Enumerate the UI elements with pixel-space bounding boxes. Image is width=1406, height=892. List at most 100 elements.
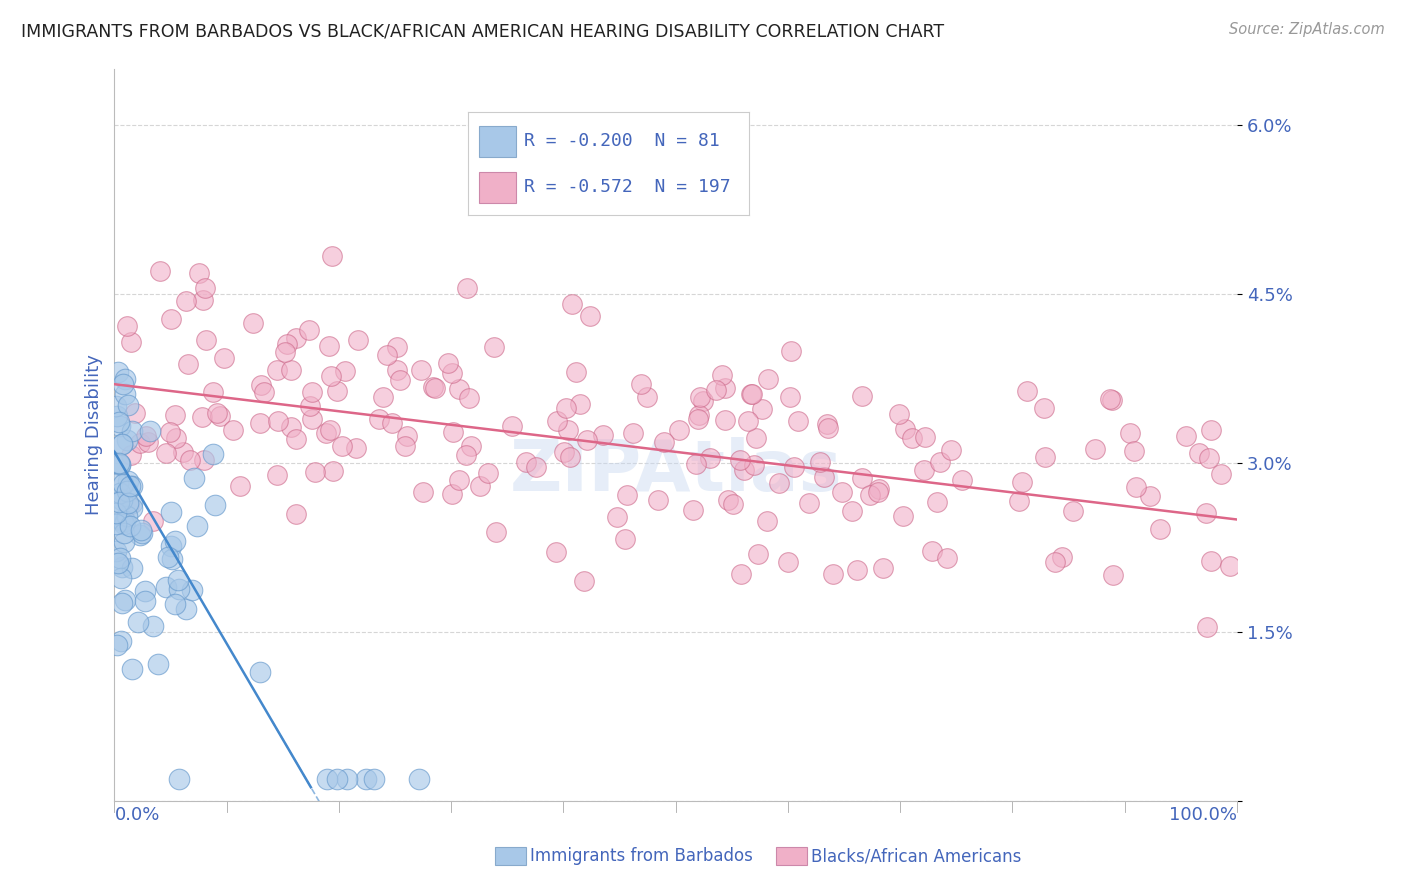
Point <box>120 448 142 462</box>
Point <box>717 492 740 507</box>
Point <box>108 550 131 565</box>
Point <box>1122 443 1144 458</box>
Point <box>728 453 751 467</box>
Point <box>456 448 478 462</box>
Point <box>160 311 183 326</box>
Point <box>301 385 323 400</box>
Text: 0.0%: 0.0% <box>114 805 160 823</box>
Point <box>668 423 690 437</box>
Point <box>108 419 131 434</box>
Point <box>688 408 710 422</box>
Point <box>322 464 344 478</box>
Point <box>371 390 394 404</box>
Point <box>1043 555 1066 569</box>
Point <box>354 772 377 786</box>
Point <box>285 331 308 345</box>
Point <box>411 363 433 377</box>
Point <box>756 372 779 386</box>
Point <box>831 485 853 500</box>
Point <box>546 414 568 428</box>
Point <box>901 431 924 445</box>
Point <box>688 411 710 425</box>
Point <box>458 391 481 405</box>
Point <box>319 369 342 384</box>
Point <box>682 503 704 517</box>
Point <box>105 399 128 413</box>
Point <box>114 514 136 528</box>
Point <box>730 567 752 582</box>
Point <box>606 510 628 524</box>
Point <box>124 407 146 421</box>
Point <box>112 535 135 549</box>
Point <box>159 425 181 440</box>
Point <box>186 519 208 533</box>
Point <box>108 457 131 471</box>
Point <box>115 318 138 333</box>
Point <box>280 363 302 377</box>
Point <box>1199 423 1222 437</box>
Point <box>131 525 153 540</box>
Text: Blacks/African Americans: Blacks/African Americans <box>811 847 1022 865</box>
Point <box>149 264 172 278</box>
Point <box>115 484 138 499</box>
Point <box>685 457 707 471</box>
Point <box>127 615 149 629</box>
Point <box>159 505 181 519</box>
Point <box>121 496 143 510</box>
Point <box>484 340 506 354</box>
Point <box>912 463 935 477</box>
Point <box>193 452 215 467</box>
Point <box>395 428 418 442</box>
Point <box>112 516 135 531</box>
Point <box>174 294 197 309</box>
Point <box>120 335 142 350</box>
Point <box>107 476 129 491</box>
Point <box>107 556 129 570</box>
Point <box>394 439 416 453</box>
Point <box>165 430 187 444</box>
Point <box>111 514 134 528</box>
Point <box>167 582 190 596</box>
Point <box>692 393 714 408</box>
Y-axis label: Hearing Disability: Hearing Disability <box>86 354 103 516</box>
Point <box>787 414 810 428</box>
Point <box>167 573 190 587</box>
Point <box>104 516 127 531</box>
Point <box>1011 475 1033 489</box>
Point <box>112 526 135 541</box>
Point <box>778 555 800 569</box>
Point <box>121 478 143 492</box>
Point <box>347 333 370 347</box>
Point <box>375 348 398 362</box>
Point <box>111 596 134 610</box>
Point <box>276 337 298 351</box>
Point <box>477 466 499 480</box>
Point <box>107 365 129 379</box>
Point <box>335 772 357 786</box>
Text: Immigrants from Barbados: Immigrants from Barbados <box>530 847 754 865</box>
Point <box>266 468 288 483</box>
Point <box>779 390 801 404</box>
Point <box>187 266 209 280</box>
Point <box>723 497 745 511</box>
Point <box>117 474 139 488</box>
Point <box>136 435 159 450</box>
Point <box>207 406 229 420</box>
Point <box>180 582 202 597</box>
Point <box>441 425 464 440</box>
Point <box>1198 451 1220 466</box>
Point <box>228 479 250 493</box>
Point <box>756 514 779 528</box>
Point <box>117 496 139 510</box>
Point <box>142 514 165 528</box>
Point <box>167 772 190 786</box>
Point <box>165 597 187 611</box>
Point <box>872 561 894 575</box>
Point <box>301 411 323 425</box>
Point <box>846 563 869 577</box>
Point <box>315 425 337 440</box>
Point <box>111 492 134 507</box>
Point <box>165 408 187 422</box>
Point <box>841 503 863 517</box>
Point <box>441 366 464 380</box>
